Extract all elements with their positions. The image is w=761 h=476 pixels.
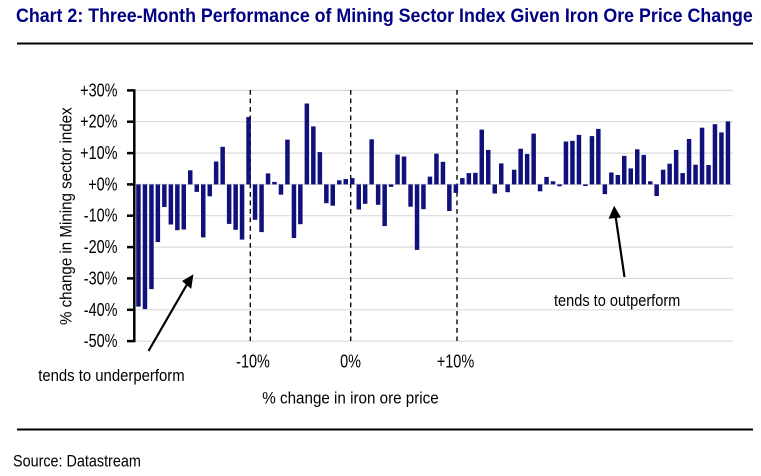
svg-text:Chart 2: Three-Month Performan: Chart 2: Three-Month Performance of Mini… xyxy=(16,4,753,26)
svg-text:+30%: +30% xyxy=(80,81,117,101)
svg-text:-20%: -20% xyxy=(84,238,118,258)
svg-text:tends to outperform: tends to outperform xyxy=(554,292,680,310)
svg-text:-50%: -50% xyxy=(84,332,118,352)
svg-text:+10%: +10% xyxy=(80,144,117,164)
svg-text:% change in Mining sector inde: % change in Mining sector index xyxy=(57,107,76,325)
svg-text:+20%: +20% xyxy=(80,112,117,132)
svg-text:-10%: -10% xyxy=(84,206,118,226)
svg-text:+10%: +10% xyxy=(437,352,474,372)
svg-text:+0%: +0% xyxy=(88,175,117,195)
svg-text:% change in iron ore price: % change in iron ore price xyxy=(262,389,438,408)
svg-text:0%: 0% xyxy=(340,352,361,372)
svg-text:tends to underperform: tends to underperform xyxy=(38,367,184,385)
svg-text:-30%: -30% xyxy=(84,269,118,289)
svg-text:-40%: -40% xyxy=(84,300,118,320)
svg-text:Source: Datastream: Source: Datastream xyxy=(13,452,141,470)
svg-text:-10%: -10% xyxy=(236,352,270,372)
